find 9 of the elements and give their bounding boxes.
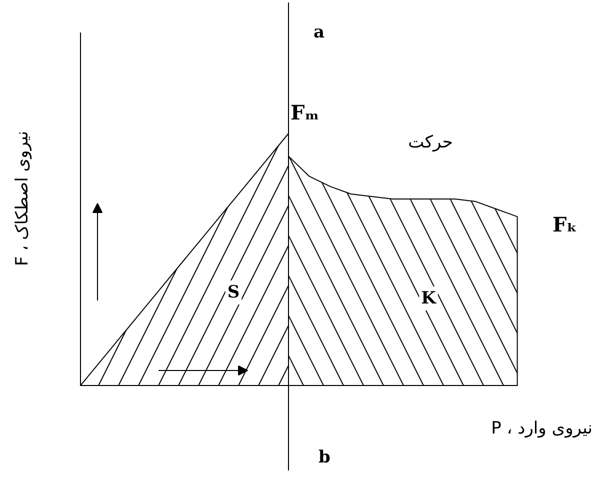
text: b (318, 448, 330, 468)
annotation: S (227, 282, 240, 302)
text: Fₖ (552, 212, 578, 236)
text: Fₘ (290, 100, 320, 124)
y-axis-title: نیروی اصطکاک ، F (12, 130, 32, 266)
x-axis-title: نیروی وارد ، P (491, 418, 593, 438)
annotation: K (421, 288, 438, 308)
annotation: حرکت (408, 132, 453, 152)
text: a (314, 22, 325, 42)
